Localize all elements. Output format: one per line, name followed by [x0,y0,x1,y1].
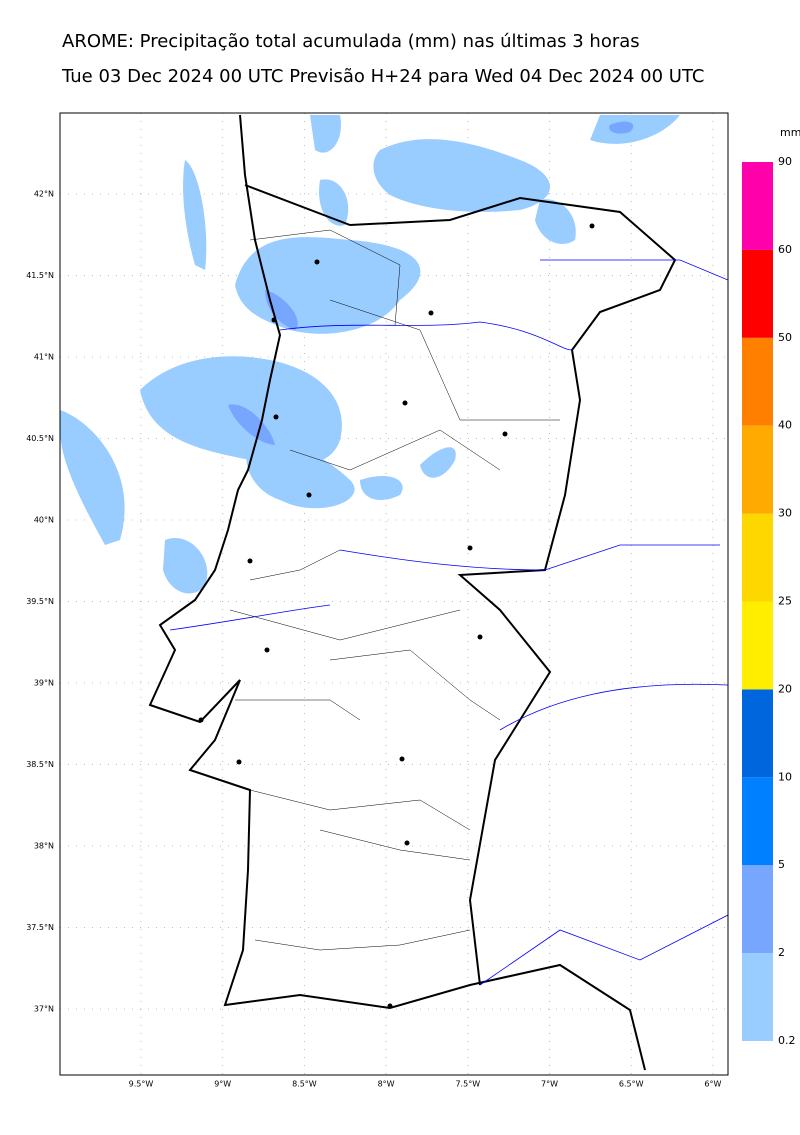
precipitation [60,115,680,594]
colorbar-label: 20 [778,682,792,695]
colorbar-segment [742,865,773,954]
map: 42°N 41.5°N 41°N 40.5°N 40°N 39.5°N 39°N 38.5°N… [26,112,729,1089]
districts [229,229,560,951]
colorbar-label: 90 [778,155,792,168]
lat-label: 37°N [34,1005,54,1014]
lat-label: 39.5°N [26,597,54,606]
colorbar-label: 5 [778,858,785,871]
colorbar-segment [742,513,773,602]
map-content [60,113,728,1075]
lat-label: 41°N [34,353,54,362]
lat-label: 38.5°N [26,760,54,769]
map-frame [59,112,729,1076]
colorbar-label: 40 [778,419,792,432]
colorbar-segment [742,953,773,1041]
colorbar-unit: mm [780,126,800,139]
lat-label: 40.5°N [26,434,54,443]
colorbar-segment [742,249,773,338]
lon-label: 9°W [214,1080,231,1089]
colorbar-segment [742,689,773,778]
lat-label: 37.5°N [26,923,54,932]
lon-label: 8°W [378,1080,395,1089]
axis-labels: 42°N 41.5°N 41°N 40.5°N 40°N 39.5°N 39°N 38.5°N… [26,190,721,1089]
colorbar-segment [742,337,773,426]
subtitle: Tue 03 Dec 2024 00 UTC Previsão H+24 par… [61,66,704,87]
precipitation-heavier [228,121,634,445]
lat-label: 39°N [34,679,54,688]
rivers [169,259,728,986]
title: AROME: Precipitação total acumulada (mm)… [62,31,640,52]
border [244,184,677,986]
colorbar-label: 0.2 [778,1034,796,1047]
colorbar-segment [742,777,773,866]
coastline [148,114,646,1071]
lon-label: 6.5°W [619,1080,644,1089]
colorbar-segment [742,162,773,250]
lon-label: 7.5°W [455,1080,480,1089]
lon-label: 6°W [704,1080,721,1089]
colorbar-label: 30 [778,507,792,520]
lat-label: 42°N [34,190,54,199]
colorbar-label: 50 [778,331,792,344]
lon-label: 7°W [541,1080,558,1089]
colorbar-label: 25 [778,595,792,608]
colorbar-segment [742,601,773,690]
lat-label: 41.5°N [26,271,54,280]
lat-label: 40°N [34,516,54,525]
colorbar-segment [742,425,773,514]
cities [198,223,595,1009]
colorbar-label: 2 [778,946,785,959]
colorbar-label: 60 [778,243,792,256]
colorbar-label: 10 [778,770,792,783]
lon-label: 9.5°W [129,1080,154,1089]
lon-label: 8.5°W [292,1080,317,1089]
lat-label: 38°N [34,842,54,851]
